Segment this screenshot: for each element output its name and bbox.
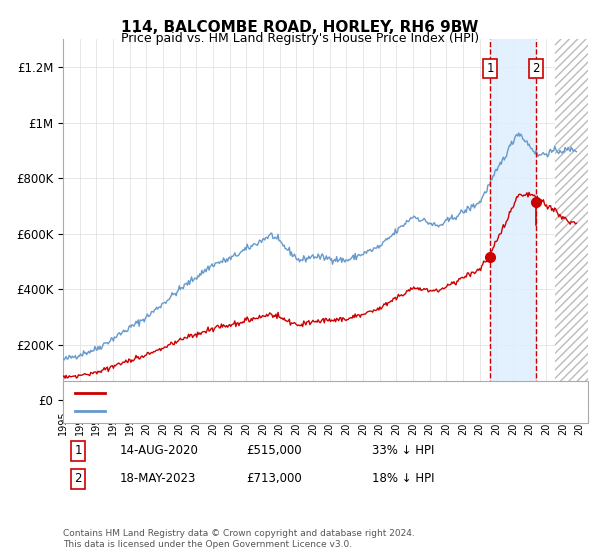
Text: 114, BALCOMBE ROAD, HORLEY, RH6 9BW: 114, BALCOMBE ROAD, HORLEY, RH6 9BW xyxy=(121,20,479,35)
Text: HPI: Average price, detached house, Reigate and Banstead: HPI: Average price, detached house, Reig… xyxy=(111,406,440,416)
Text: £713,000: £713,000 xyxy=(246,472,302,486)
Bar xyxy=(490,39,536,400)
Text: 114, BALCOMBE ROAD, HORLEY, RH6 9BW (detached house): 114, BALCOMBE ROAD, HORLEY, RH6 9BW (det… xyxy=(111,388,450,398)
Bar xyxy=(554,39,588,400)
Text: 2: 2 xyxy=(74,472,82,486)
Text: 18-MAY-2023: 18-MAY-2023 xyxy=(120,472,196,486)
Text: 2: 2 xyxy=(532,62,540,74)
Text: 33% ↓ HPI: 33% ↓ HPI xyxy=(372,444,434,458)
Text: 1: 1 xyxy=(486,62,494,74)
Text: 1: 1 xyxy=(74,444,82,458)
Text: Contains HM Land Registry data © Crown copyright and database right 2024.
This d: Contains HM Land Registry data © Crown c… xyxy=(63,529,415,549)
Text: £515,000: £515,000 xyxy=(246,444,302,458)
Bar xyxy=(554,39,588,400)
Text: 18% ↓ HPI: 18% ↓ HPI xyxy=(372,472,434,486)
Text: 14-AUG-2020: 14-AUG-2020 xyxy=(120,444,199,458)
Text: Price paid vs. HM Land Registry's House Price Index (HPI): Price paid vs. HM Land Registry's House … xyxy=(121,32,479,45)
